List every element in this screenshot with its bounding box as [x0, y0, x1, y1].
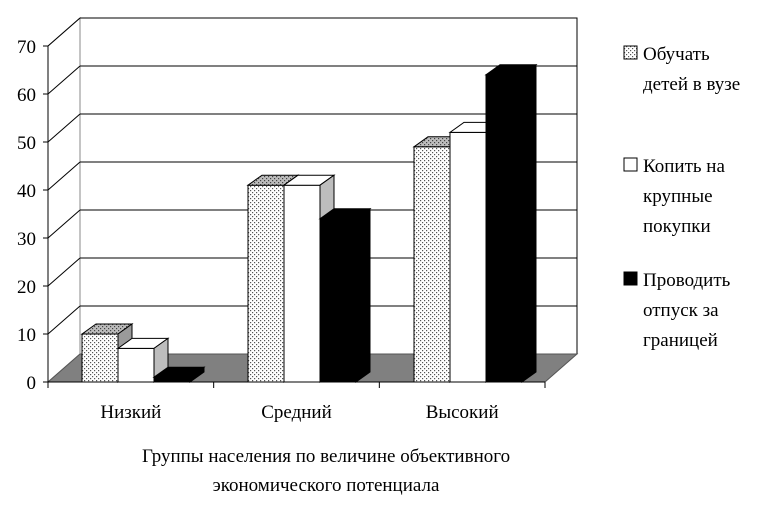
legend-item: Проводить отпуск за границей [623, 270, 731, 351]
bar-series-group [80, 63, 538, 383]
legend-swatch [623, 271, 638, 286]
bar-side [355, 207, 371, 383]
legend-item: Обучать детей в вузе [623, 44, 740, 95]
bar [152, 366, 206, 383]
legend-swatch [623, 45, 638, 60]
bar [484, 63, 538, 383]
bar-front [485, 74, 523, 383]
legend: Обучать детей в вузе Копить на крупные покуп… [623, 44, 740, 351]
side-wall [47, 16, 81, 384]
y-axis: 0 10 20 30 40 50 60 70 [17, 37, 49, 394]
legend-label: крупные [643, 186, 713, 207]
gridline-diagonal [47, 161, 81, 191]
y-tick-label: 70 [17, 37, 36, 58]
legend-swatch [623, 157, 638, 172]
legend-label: отпуск за [643, 300, 719, 321]
gridline-diagonal [47, 17, 81, 47]
x-tick-label: Высокий [426, 402, 499, 423]
gridline-diagonal [47, 305, 81, 335]
y-tick-label: 40 [17, 181, 36, 202]
x-axis: Низкий Средний Высокий [47, 381, 546, 423]
x-tick-label: Средний [261, 402, 332, 423]
bar-front [117, 347, 155, 383]
y-tick-label: 60 [17, 85, 36, 106]
gridline-diagonal [47, 65, 81, 95]
gridline-diagonal [47, 209, 81, 239]
legend-label: Копить на [643, 156, 725, 177]
y-tick-label: 20 [17, 277, 36, 298]
bar-front [413, 146, 451, 383]
y-tick-label: 30 [17, 229, 36, 250]
bar-front [153, 376, 191, 383]
legend-label: покупки [643, 216, 711, 237]
legend-label: Обучать [643, 44, 710, 65]
legend-label: Проводить [643, 270, 731, 291]
legend-label: детей в вузе [643, 74, 740, 95]
bar-front [449, 131, 487, 383]
legend-label: границей [643, 330, 718, 351]
bar [318, 207, 372, 383]
y-tick-label: 0 [27, 373, 37, 394]
gridline-diagonal [47, 113, 81, 143]
x-tick-label: Низкий [100, 402, 161, 423]
bar-front [283, 184, 321, 383]
bar-side [189, 366, 205, 383]
y-tick-label: 50 [17, 133, 36, 154]
bar-side [521, 63, 537, 383]
gridline-diagonal [47, 257, 81, 287]
bar-front [81, 333, 119, 383]
x-axis-title-line-1: Группы населения по величине объективног… [142, 446, 510, 467]
legend-item: Копить на крупные покупки [623, 156, 725, 237]
bar-front [319, 218, 357, 383]
bar-front [247, 184, 285, 383]
x-axis-title-line-2: экономического потенциала [213, 475, 440, 496]
y-tick-label: 10 [17, 325, 36, 346]
